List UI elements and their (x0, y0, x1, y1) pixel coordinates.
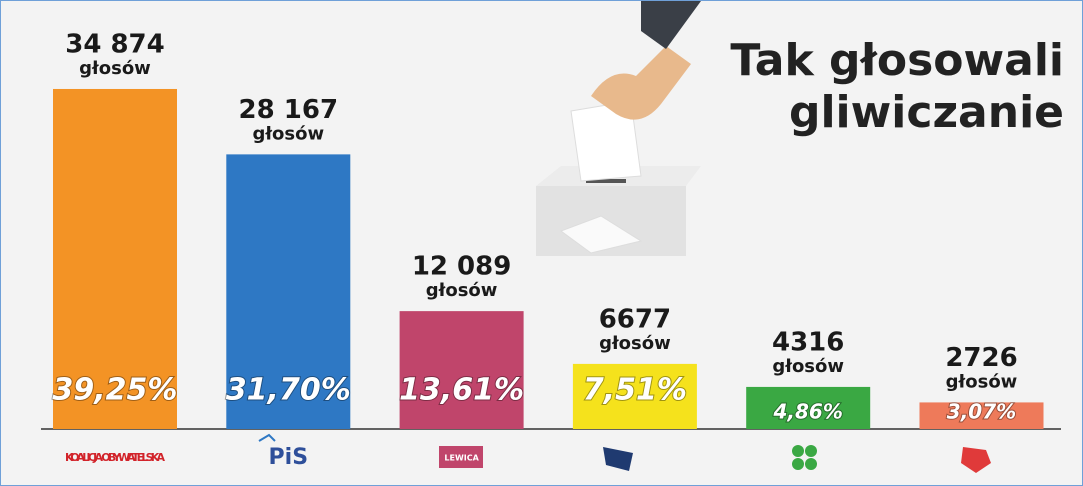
category-label: LEWICA (444, 454, 479, 463)
unit-label: głosów (772, 356, 844, 377)
vote-count-label: 4316 (772, 327, 844, 357)
percentage-label: 39,25% (53, 373, 178, 408)
bar (226, 154, 351, 429)
percentage-label: 3,07% (947, 400, 1016, 424)
vote-count-label: 28 167 (239, 95, 339, 125)
chart-title: Tak głosowali gliwiczanie (730, 35, 1064, 138)
percentage-label: 4,86% (773, 400, 843, 424)
ballot-box-illustration (536, 1, 701, 256)
unit-label: głosów (426, 280, 498, 301)
category-label: PiS (269, 445, 309, 470)
bar (53, 88, 177, 429)
category-label: KOALICJA OBYWATELSKA (65, 451, 165, 464)
vote-count-label: 12 089 (412, 252, 512, 282)
bar (399, 311, 524, 429)
unit-label: głosów (946, 371, 1018, 392)
unit-label: głosów (79, 58, 151, 79)
unit-label: głosów (252, 123, 324, 144)
vote-count-label: 2726 (945, 343, 1017, 373)
percentage-label: 7,51% (583, 373, 687, 408)
vote-count-label: 34 874 (65, 29, 165, 59)
bar (572, 363, 697, 429)
bar (919, 402, 1044, 429)
percentage-label: 13,61% (399, 373, 524, 408)
bar (746, 386, 871, 429)
vote-count-label: 6677 (599, 304, 671, 334)
unit-label: głosów (599, 333, 671, 354)
party-logos (258, 433, 991, 473)
percentage-label: 31,70% (226, 373, 351, 408)
